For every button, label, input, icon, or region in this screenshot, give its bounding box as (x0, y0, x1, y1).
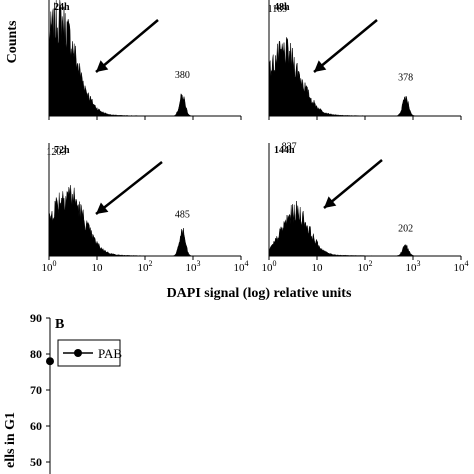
panel-b-legend-label: PAB (98, 346, 122, 361)
x-tick-label: 100 (42, 259, 57, 274)
panel-b-y-tick-label: 70 (30, 383, 42, 397)
panel-b-label: B (55, 317, 64, 332)
panel-b-y-tick-label: 50 (30, 455, 42, 469)
peak-count-label: 202 (398, 224, 413, 235)
x-tick-labels-left: 100 10 102 103 104 (42, 259, 249, 274)
histogram-y-axis-title: Counts (5, 20, 20, 63)
panel-b-data-point (46, 357, 54, 366)
peak-count-label: 378 (398, 72, 413, 83)
panel-b-y-tick-label: 80 (30, 347, 42, 361)
x-tick-labels-right: 100 10 102 103 104 (262, 259, 469, 274)
arrow-shaft (95, 19, 159, 73)
arrow-head (96, 60, 109, 72)
panel-time-label: 72h (54, 145, 70, 156)
panel-b-legend-marker (74, 349, 82, 357)
x-tick-label: 102 (358, 259, 373, 274)
histogram-area (268, 37, 461, 117)
peak-count-label: 837 (282, 141, 297, 152)
x-tick-label: 10 (92, 262, 104, 274)
peak-count-label: 380 (175, 70, 190, 81)
panel-b-y-tick-label: 60 (30, 419, 42, 433)
x-tick-label: 103 (406, 259, 421, 274)
panel-b-y-tick-label: 90 (30, 311, 42, 325)
x-tick-label: 104 (234, 259, 249, 274)
x-tick-label: 10 (312, 262, 324, 274)
x-tick-label: 100 (262, 259, 277, 274)
peak-count-label: 1203 (46, 147, 66, 158)
panel-b: B 90 80 70 60 50 ells in G1 PAB (3, 311, 122, 474)
x-tick-label: 102 (138, 259, 153, 274)
arrow-head (96, 202, 109, 214)
arrow-shaft (313, 19, 378, 73)
histogram-area (48, 0, 241, 117)
x-tick-label: 103 (186, 259, 201, 274)
arrow-head (314, 60, 327, 72)
panel-b-y-ticks: 90 80 70 60 50 (30, 311, 50, 469)
arrow-shaft (95, 161, 163, 215)
arrow-head (324, 196, 337, 208)
peak-count-label: 485 (175, 209, 190, 220)
arrow-shaft (323, 159, 383, 209)
panel-time-label: 24h (54, 2, 70, 13)
histogram-panel-24h: 24h1801380 (48, 0, 242, 120)
panel-time-label: 144h (274, 145, 295, 156)
histogram-area (268, 200, 461, 257)
panel-b-y-axis-title: ells in G1 (3, 412, 18, 468)
peak-count-label: 1189 (268, 4, 288, 15)
panel-time-label: 48h (274, 2, 290, 13)
histogram-area (48, 185, 241, 257)
x-tick-label: 104 (454, 259, 469, 274)
histogram-x-axis-title: DAPI signal (log) relative units (167, 286, 352, 301)
